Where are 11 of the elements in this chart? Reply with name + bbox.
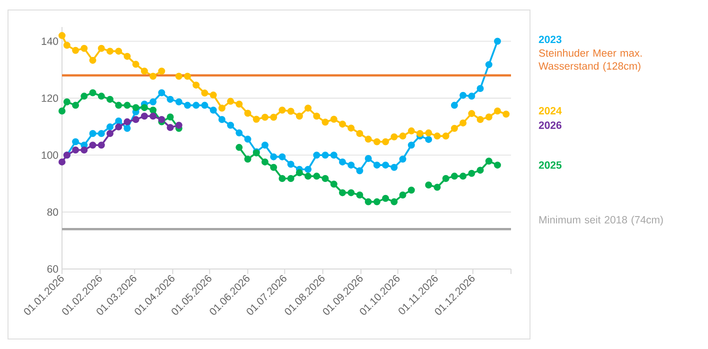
ref-line-label: Steinhuder Meer max. Wasserstand (128cm)	[538, 49, 642, 72]
text: 2023	[538, 36, 562, 44]
y-tick-label: 100	[42, 151, 58, 159]
y-tick-label: 60	[47, 265, 58, 273]
text: 2025	[538, 161, 562, 169]
ref-line-label: Minimum seit 2018 (74cm)	[539, 216, 663, 226]
text: 2026	[538, 122, 562, 129]
y-tick-label: 120	[42, 94, 58, 102]
y-tick-label: 140	[42, 38, 58, 45]
y-tick-label: 80	[47, 208, 58, 216]
text: 2024	[538, 107, 562, 114]
